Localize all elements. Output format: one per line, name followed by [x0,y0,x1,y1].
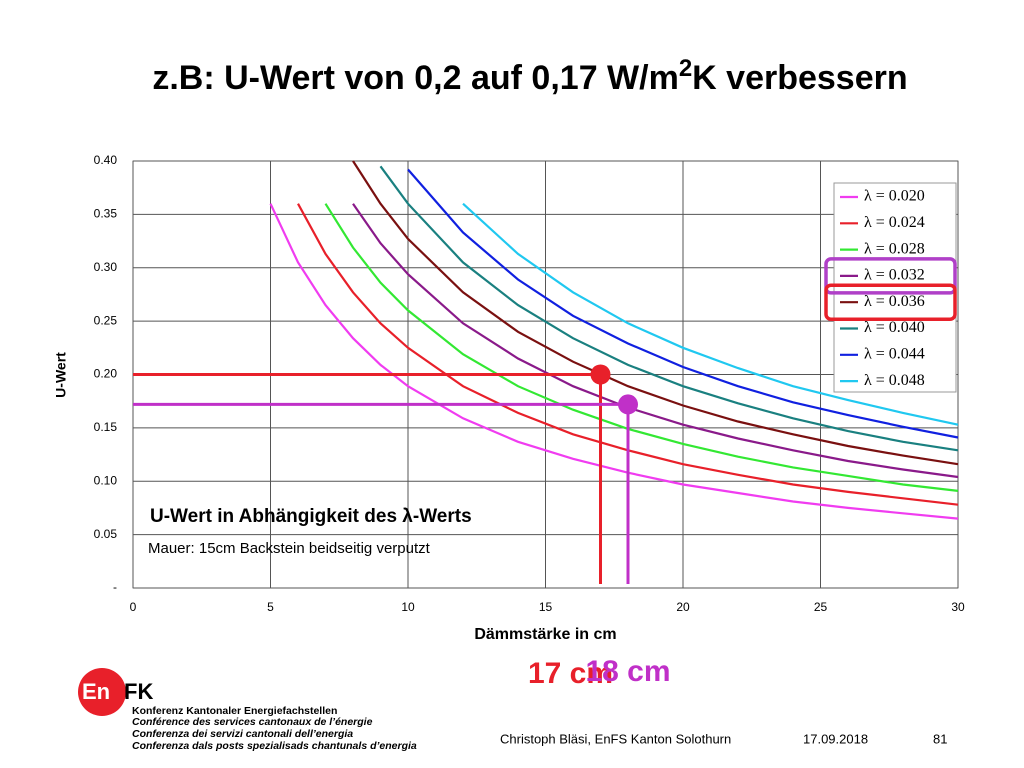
x-tick-label: 5 [267,600,274,614]
series-line [297,203,959,506]
footer-date: 17.09.2018 [803,731,868,746]
x-axis-label: Dämmstärke in cm [474,626,616,643]
legend-label: λ = 0.032 [864,267,925,284]
legend-label: λ = 0.040 [864,319,925,336]
legend-label: λ = 0.044 [864,345,925,362]
y-tick-label: 0.10 [94,473,118,487]
y-tick-label: 0.30 [94,260,118,274]
x-tick-label: 20 [676,600,690,614]
y-tick-label: 0.35 [94,207,118,221]
title-sup: 2 [679,55,692,82]
series-line [352,160,959,466]
y-tick-label: 0.05 [94,527,118,541]
footer-page: 81 [933,731,947,746]
title-text: z.B: U-Wert von 0,2 auf 0,17 W/m [152,59,678,97]
x-tick-label: 0 [130,600,137,614]
x-tick-label: 30 [951,600,965,614]
reference-label: 17 cm [528,657,613,690]
slide-title: z.B: U-Wert von 0,2 auf 0,17 W/m2K verbe… [152,55,907,97]
footer-author: Christoph Bläsi, EnFS Kanton Solothurn [500,731,731,746]
org-line: Conferenza dei servizi cantonali dell’en… [132,728,353,740]
legend-label: λ = 0.028 [864,240,925,257]
legend-label: λ = 0.020 [864,188,925,205]
org-line: Conferenza dals posts spezialisads chant… [132,740,417,752]
legend-box [833,182,957,393]
logo-circle [78,668,126,716]
legend-label: λ = 0.048 [864,372,925,389]
x-tick-label: 25 [814,600,828,614]
series-line [379,165,959,452]
chart-annotation: Mauer: 15cm Backstein beidseitig verputz… [148,540,431,557]
legend-highlight [824,257,957,295]
reference-point [590,364,611,385]
logo-text: FK [124,679,153,704]
y-tick-label: - [113,580,117,594]
series-line [269,203,959,520]
logo-text: En [82,679,110,704]
title-text: K verbessern [692,59,907,97]
org-line: Conférence des services cantonaux de l’é… [132,716,373,728]
reference-label: 18 cm [585,655,670,688]
legend-label: λ = 0.024 [864,214,925,231]
y-tick-label: 0.15 [94,420,118,434]
series-line [462,202,959,426]
chart: - 0.05 0.10 0.15 0.20 0.25 0.30 0.35 0.40 0 5 10 15 2… [53,153,965,643]
y-tick-label: 0.25 [94,313,118,327]
series-line [407,168,959,439]
x-tick-label: 10 [401,600,415,614]
legend-highlight [824,283,957,321]
y-axis-label: U-Wert [53,352,69,398]
legend-label: λ = 0.036 [864,293,925,310]
chart-annotation: U-Wert in Abhängigkeit des λ-Werts [150,506,472,527]
x-tick-label: 15 [539,600,553,614]
y-tick-label: 0.20 [94,367,118,381]
y-tick-label: 0.40 [94,153,118,167]
org-line: Konferenz Kantonaler Energiefachstellen [132,705,337,717]
reference-point [618,394,638,415]
